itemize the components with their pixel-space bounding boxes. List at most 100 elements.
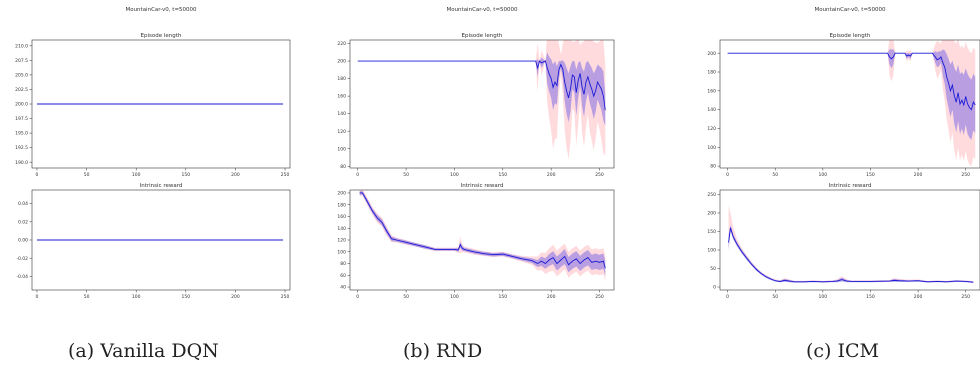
x-tick-label: 250 xyxy=(595,294,604,300)
x-tick-label: 0 xyxy=(356,294,359,300)
x-tick-label: 50 xyxy=(84,172,90,178)
y-tick-label: 140 xyxy=(707,107,716,113)
y-tick-label: 207.5 xyxy=(15,58,28,64)
y-tick-label: 160 xyxy=(707,88,716,94)
series-line xyxy=(728,227,974,283)
series-line xyxy=(357,60,606,111)
subplot-title: Intrinsic reward xyxy=(461,183,504,189)
subplot-title: Episode length xyxy=(830,33,871,39)
y-tick-label: 160 xyxy=(337,214,346,220)
series-line xyxy=(727,52,976,111)
y-tick-label: 180 xyxy=(337,202,346,208)
y-tick-label: 200 xyxy=(707,51,716,57)
subplot-6: Intrinsic reward 0 50 100 150 200 250 0 50 100 150… xyxy=(707,183,980,300)
x-tick-label: 50 xyxy=(403,294,409,300)
y-tick-label: 0.00 xyxy=(18,238,28,244)
y-tick-label: 180 xyxy=(707,70,716,76)
x-tick-label: 100 xyxy=(819,294,828,300)
x-tick-label: 50 xyxy=(772,294,778,300)
subplot-title: Episode length xyxy=(462,33,503,39)
x-tick-label: 150 xyxy=(182,294,191,300)
axes-frame xyxy=(349,189,615,291)
y-tick-label: 200 xyxy=(337,191,346,197)
x-tick-label: 100 xyxy=(819,172,828,178)
y-tick-label: 80 xyxy=(710,164,716,170)
plot-area xyxy=(357,40,606,160)
x-tick-label: 0 xyxy=(726,172,729,178)
y-tick-label: 210.0 xyxy=(15,43,28,49)
y-tick-label: 0 xyxy=(713,285,716,291)
confidence-band-outer xyxy=(727,40,976,167)
x-tick-label: 150 xyxy=(866,294,875,300)
y-tick-label: 0.02 xyxy=(18,219,28,225)
subplot-5: MountainCar-v0, t=50000 Episode length 0 50… xyxy=(707,7,980,178)
confidence-band-inner xyxy=(357,52,606,126)
x-tick-label: 150 xyxy=(866,172,875,178)
caption-icm: (c) ICM xyxy=(806,340,880,362)
y-tick-label: 150 xyxy=(707,229,716,235)
y-tick-label: 0.04 xyxy=(18,201,28,207)
plot-area xyxy=(727,40,976,167)
x-tick-label: 150 xyxy=(498,294,507,300)
plot-area xyxy=(728,205,974,283)
y-tick-label: 140 xyxy=(337,226,346,232)
confidence-band-inner xyxy=(728,224,974,283)
y-tick-label: 200 xyxy=(337,59,346,65)
caption-vanilla-dqn: (a) Vanilla DQN xyxy=(68,340,219,362)
x-tick-label: 0 xyxy=(356,172,359,178)
caption-rnd: (b) RND xyxy=(403,340,483,362)
x-tick-label: 100 xyxy=(450,172,459,178)
y-tick-label: 190.0 xyxy=(15,160,28,166)
x-tick-label: 0 xyxy=(726,294,729,300)
x-tick-label: 200 xyxy=(231,172,240,178)
subplot-4: Intrinsic reward 0 50 100 150 200 250 40 60 80 100… xyxy=(337,183,615,300)
y-tick-label: 100 xyxy=(337,146,346,152)
subplot-title: Intrinsic reward xyxy=(140,183,183,189)
x-tick-label: 250 xyxy=(281,294,290,300)
x-tick-label: 250 xyxy=(595,172,604,178)
y-tick-label: 40 xyxy=(340,285,346,291)
x-tick-label: 200 xyxy=(547,172,556,178)
x-tick-label: 200 xyxy=(914,172,923,178)
confidence-band-inner xyxy=(727,49,976,140)
x-tick-label: 100 xyxy=(450,294,459,300)
subplot-title: Episode length xyxy=(141,33,182,39)
x-tick-label: 200 xyxy=(231,294,240,300)
y-tick-label: 160 xyxy=(337,94,346,100)
y-tick-label: 250 xyxy=(707,192,716,198)
y-tick-label: 202.5 xyxy=(15,87,28,93)
y-tick-label: 100 xyxy=(707,145,716,151)
x-tick-label: 250 xyxy=(961,294,970,300)
x-tick-label: 50 xyxy=(772,172,778,178)
y-tick-label: 200.0 xyxy=(15,102,28,108)
y-tick-label: 205.0 xyxy=(15,73,28,79)
y-tick-label: 100 xyxy=(337,249,346,255)
figure-title: MountainCar-v0, t=50000 xyxy=(814,7,886,13)
x-tick-label: 0 xyxy=(36,294,39,300)
x-tick-label: 250 xyxy=(281,172,290,178)
y-tick-label: 120 xyxy=(337,129,346,135)
y-tick-label: -0.02 xyxy=(16,256,28,262)
figure-title: MountainCar-v0, t=50000 xyxy=(446,7,518,13)
y-tick-label: 192.5 xyxy=(15,145,28,151)
y-tick-label: 220 xyxy=(337,41,346,47)
figure-title: MountainCar-v0, t=50000 xyxy=(125,7,197,13)
series-line xyxy=(359,192,606,269)
x-tick-label: 50 xyxy=(403,172,409,178)
y-tick-label: 120 xyxy=(707,126,716,132)
y-tick-label: 100 xyxy=(707,248,716,254)
subplot-2: Intrinsic reward 0 50 100 150 200 250 -0.04 -0.0… xyxy=(16,183,291,300)
axes-frame xyxy=(349,39,615,169)
y-tick-label: 180 xyxy=(337,76,346,82)
confidence-band-inner xyxy=(359,191,606,276)
y-tick-label: 120 xyxy=(337,238,346,244)
subplot-3: MountainCar-v0, t=50000 Episode length 0 50… xyxy=(337,7,615,178)
axes-frame xyxy=(719,39,980,169)
y-tick-label: 197.5 xyxy=(15,116,28,122)
x-tick-label: 100 xyxy=(132,294,141,300)
y-tick-label: -0.04 xyxy=(16,274,28,280)
y-tick-label: 80 xyxy=(340,261,346,267)
confidence-band-outer xyxy=(728,205,974,283)
subplot-title: Intrinsic reward xyxy=(829,183,872,189)
plot-area xyxy=(359,190,606,282)
